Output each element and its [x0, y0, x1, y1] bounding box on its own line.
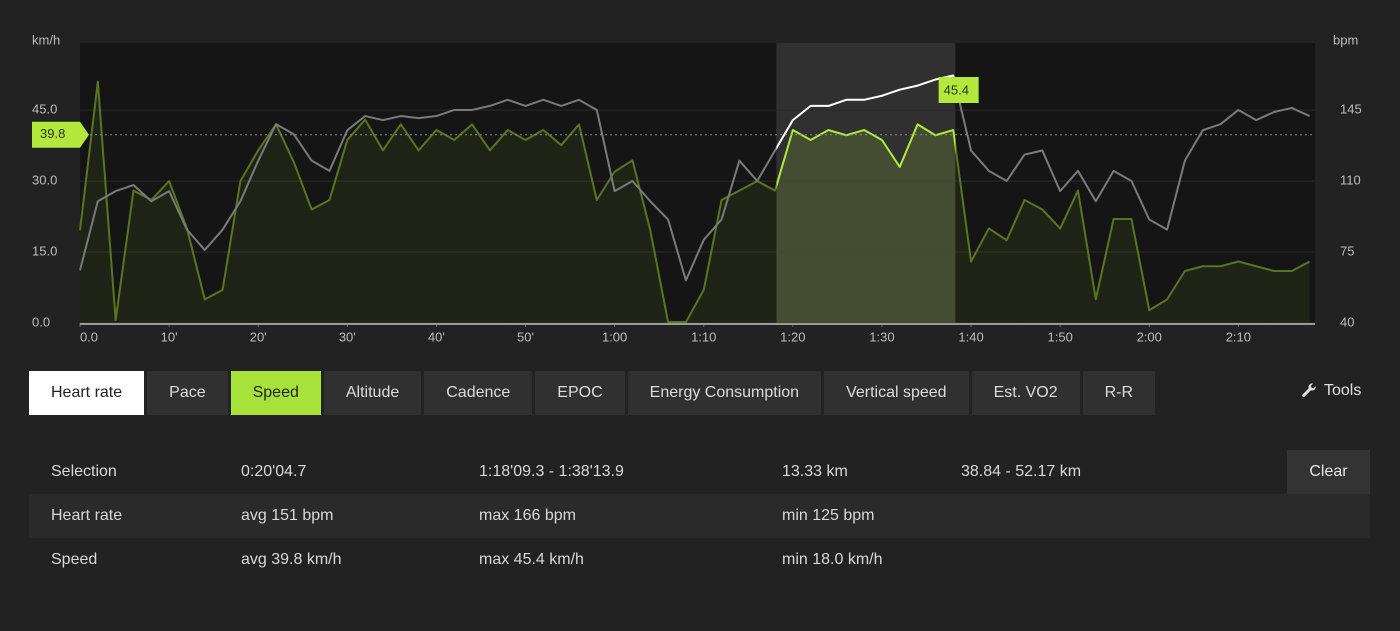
- x-tick-label: 1:10: [691, 329, 716, 344]
- x-tick-label: 1:20: [780, 329, 805, 344]
- tab[interactable]: Est. VO2: [971, 371, 1080, 415]
- x-tick-label: 2:10: [1226, 329, 1251, 344]
- tools-button[interactable]: Tools: [1300, 382, 1361, 400]
- summary-row: Selection 0:20'04.7 1:18'09.3 - 1:38'13.9 1…: [29, 450, 1370, 494]
- y2-tick-label: 40: [1340, 314, 1354, 329]
- tab[interactable]: R-R: [1082, 371, 1156, 415]
- max-marker: [938, 77, 979, 103]
- wrench-icon: [1302, 383, 1316, 397]
- summary-cell: 0:20'04.7: [241, 463, 307, 480]
- y-tick-label: 0.0: [32, 314, 50, 329]
- summary-cell: min 18.0 km/h: [782, 551, 883, 568]
- series-line: [79, 80, 1311, 324]
- summary-cell: 1:18'09.3 - 1:38'13.9: [479, 463, 624, 480]
- x-tick-label: 20': [250, 329, 267, 344]
- clear-button[interactable]: Clear: [1287, 450, 1370, 494]
- tab[interactable]: Energy Consumption: [627, 371, 822, 415]
- y-tick-label: 30.0: [32, 173, 57, 188]
- y2-tick-label: 75: [1340, 243, 1354, 258]
- summary-cell: avg 39.8 km/h: [241, 551, 342, 568]
- summary-table: Selection 0:20'04.7 1:18'09.3 - 1:38'13.9 1…: [29, 450, 1370, 582]
- y2-tick-label: 145: [1340, 101, 1362, 116]
- tab[interactable]: EPOC: [535, 371, 625, 415]
- x-tick-label: 10': [161, 329, 178, 344]
- tools-label: Tools: [1324, 382, 1362, 399]
- summary-cell: 13.33 km: [782, 463, 848, 480]
- avg-label: 39.8: [40, 126, 65, 141]
- y2-tick-label: 110: [1340, 172, 1361, 187]
- summary-cell: 38.84 - 52.17 km: [961, 463, 1082, 480]
- y-tick-label: 15.0: [32, 243, 57, 258]
- summary-row: Speed avg 39.8 km/h max 45.4 km/h min 18.0 …: [29, 538, 1370, 582]
- summary-cell: max 45.4 km/h: [479, 551, 584, 568]
- tab[interactable]: Pace: [147, 371, 228, 415]
- x-tick-label: 0.0: [80, 329, 98, 344]
- x-tick-label: 30': [339, 329, 356, 344]
- tab[interactable]: Speed: [230, 371, 321, 415]
- x-tick-label: 1:00: [602, 329, 627, 344]
- x-tick-label: 50': [517, 329, 534, 344]
- summary-row: Heart rate avg 151 bpm max 166 bpm min 125 …: [29, 494, 1370, 538]
- tab[interactable]: Vertical speed: [824, 371, 969, 415]
- y2-unit: bpm: [1333, 32, 1358, 47]
- speed-area: [80, 81, 1310, 323]
- y-tick-label: 45.0: [32, 102, 57, 117]
- summary-cell: min 125 bpm: [782, 507, 875, 524]
- tab[interactable]: Heart rate: [29, 371, 145, 415]
- max-label: 45.4: [944, 82, 969, 97]
- x-tick-label: 40': [428, 329, 445, 344]
- tab[interactable]: Cadence: [424, 371, 533, 415]
- summary-cell: Selection: [51, 463, 117, 480]
- tab[interactable]: Altitude: [323, 371, 422, 415]
- summary-cell: max 166 bpm: [479, 507, 576, 524]
- x-tick-label: 1:30: [869, 329, 894, 344]
- y-unit: km/h: [32, 32, 60, 47]
- chart: km/h bpm 0.0 15.0 30.0 45.0 40 75 110 145 0.0 10'…: [32, 32, 1362, 344]
- x-tick-label: 1:40: [958, 329, 983, 344]
- x-tick-label: 1:50: [1048, 329, 1073, 344]
- avg-marker: [32, 121, 89, 148]
- series-line: [79, 74, 1311, 282]
- summary-cell: Speed: [51, 551, 98, 568]
- x-tick-label: 2:00: [1137, 329, 1162, 344]
- tab-bar: Heart rate Pace Speed Altitude Cadence EPOC En…: [29, 371, 1156, 415]
- summary-cell: avg 151 bpm: [241, 507, 334, 524]
- summary-cell: Heart rate: [51, 507, 123, 524]
